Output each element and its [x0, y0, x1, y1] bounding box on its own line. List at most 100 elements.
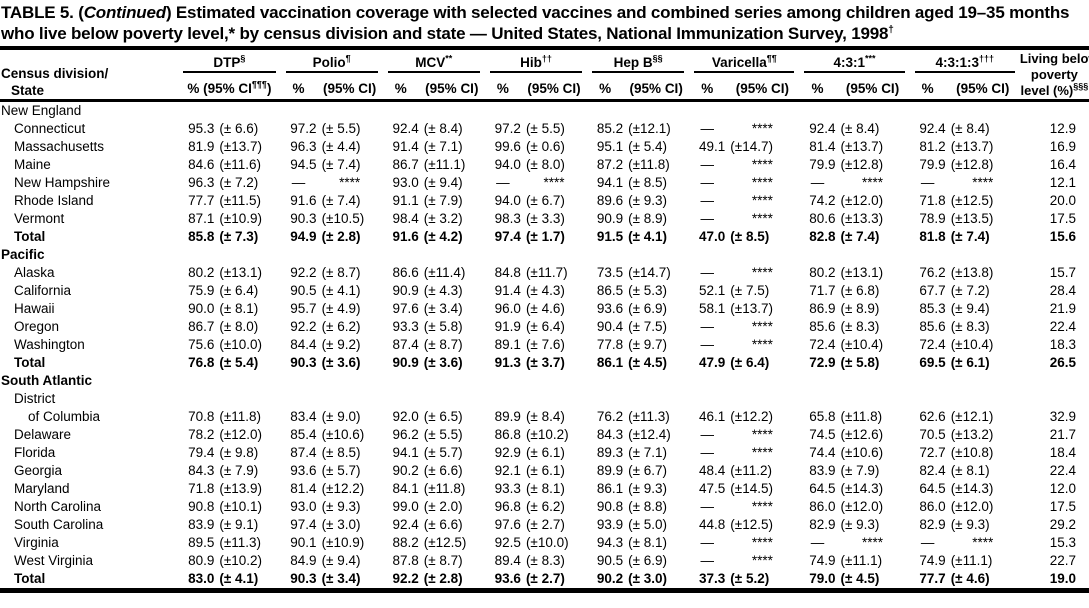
confidence-interval-value: **** — [751, 337, 773, 352]
column-group-dtp: DTP§ — [178, 50, 280, 73]
confidence-interval-value: (± 2.7) — [525, 517, 565, 532]
state-row: North Carolina 90.8 (±10.1) 93.0 (± 9.3) 99.0… — [0, 498, 1089, 516]
confidence-interval-value: (± 4.5) — [835, 570, 910, 593]
confidence-interval-value: **** — [972, 175, 994, 190]
confidence-interval-value: (± 8.1) — [219, 301, 259, 316]
poverty-level-value: 12.9 — [1049, 121, 1076, 136]
state-name: New Hampshire — [14, 175, 111, 190]
confidence-interval-value: (±12.1) — [950, 409, 994, 424]
percent-value: 90.5 — [596, 553, 624, 568]
percent-value: 90.3 — [290, 211, 317, 226]
percent-value: 47.9 — [699, 355, 726, 370]
varicella-footnote-marker: ¶¶ — [766, 53, 777, 64]
state-name: Maryland — [14, 481, 70, 496]
confidence-interval-value: (± 5.7) — [321, 463, 361, 478]
poverty-level-value: 21.7 — [1049, 427, 1076, 442]
confidence-interval-value: (± 8.8) — [628, 499, 668, 514]
confidence-interval-value: (± 7.9) — [219, 463, 259, 478]
vaccination-coverage-table: Census division/ State DTP§ Polio¶ MCV**… — [0, 50, 1089, 593]
census-division-row: South Atlantic — [0, 372, 1089, 390]
confidence-interval-value: (± 3.0) — [321, 517, 361, 532]
confidence-interval-value: (± 4.5) — [628, 355, 668, 370]
column-group-hepb: Hep B§§ — [587, 50, 689, 73]
subheader-mcv-pct: % — [394, 81, 407, 96]
confidence-interval-value: (± 7.4) — [321, 157, 361, 172]
poverty-level-value: 22.4 — [1049, 319, 1076, 334]
state-name: Total — [14, 355, 46, 370]
census-division-label: New England — [0, 99, 1089, 120]
percent-value: 71.8 — [188, 481, 215, 496]
poverty-level-value: 15.7 — [1049, 265, 1076, 280]
percent-value: 93.0 — [392, 175, 419, 190]
confidence-interval-value: (± 7.4) — [840, 229, 880, 244]
percent-value: 65.8 — [809, 409, 836, 424]
confidence-interval-value: (± 3.0) — [623, 570, 690, 593]
confidence-interval-value: (± 8.5) — [730, 229, 770, 244]
confidence-interval-value: (± 4.1) — [214, 570, 281, 593]
confidence-interval-value: (±10.5) — [321, 211, 365, 226]
hepb-footnote-marker: §§ — [652, 53, 663, 64]
percent-value: 97.6 — [494, 517, 521, 532]
census-division-header-line1: Census division/ — [1, 66, 109, 81]
confidence-interval-value: (±11.8) — [628, 157, 670, 172]
confidence-interval-value: (± 7.2) — [219, 175, 259, 190]
percent-value: 93.9 — [596, 517, 624, 532]
percent-value: 95.3 — [188, 121, 215, 136]
percent-value: — — [700, 265, 715, 280]
percent-value: 86.1 — [596, 355, 624, 370]
percent-value: 94.0 — [494, 157, 521, 172]
state-name: Florida — [14, 445, 56, 460]
confidence-interval-value: (± 3.6) — [321, 355, 361, 370]
state-name: Hawaii — [14, 301, 55, 316]
poverty-header-line1: Living below — [1019, 51, 1089, 66]
confidence-interval-value: **** — [972, 535, 994, 550]
percent-value: 90.2 — [392, 463, 419, 478]
state-name: Virginia — [14, 535, 59, 550]
percent-value: 75.6 — [188, 337, 215, 352]
confidence-interval-value: (± 3.6) — [423, 355, 463, 370]
state-name: North Carolina — [14, 499, 102, 514]
percent-value: 89.9 — [596, 463, 624, 478]
hib-footnote-marker: †† — [541, 53, 552, 64]
poverty-level-value: 19.0 — [1019, 570, 1089, 593]
state-name: Washington — [14, 337, 85, 352]
percent-value: 93.6 — [290, 463, 317, 478]
confidence-interval-value: **** — [751, 553, 773, 568]
column-group-varicella: Varicella¶¶ — [689, 50, 799, 73]
percent-value: 84.1 — [392, 481, 419, 496]
percent-value: 71.8 — [919, 193, 946, 208]
percent-value: 81.4 — [290, 481, 317, 496]
percent-value: 37.3 — [689, 570, 726, 593]
poverty-header-line3: level (%)§§§ — [1020, 82, 1089, 99]
state-name: Delaware — [14, 427, 72, 442]
confidence-interval-value: (±12.5) — [950, 193, 994, 208]
percent-value: 77.7 — [188, 193, 215, 208]
confidence-interval-value: (± 9.1) — [219, 517, 259, 532]
polio-label: Polio — [312, 55, 346, 70]
confidence-interval-value: (±11.8) — [840, 409, 883, 424]
percent-value: 93.3 — [392, 319, 419, 334]
percent-value: 85.4 — [290, 427, 317, 442]
percent-value: 58.1 — [699, 301, 726, 316]
confidence-interval-value: (± 9.3) — [321, 499, 361, 514]
column-group-mcv: MCV** — [383, 50, 485, 73]
percent-value: 91.4 — [494, 283, 521, 298]
confidence-interval-value: (±13.5) — [950, 211, 994, 226]
percent-value: 86.8 — [494, 427, 521, 442]
table-title: TABLE 5. (Continued) Estimated vaccinati… — [0, 0, 1089, 46]
dtp-footnote-marker: § — [240, 53, 246, 64]
confidence-interval-value: (±10.6) — [321, 427, 365, 442]
percent-value: 93.6 — [484, 570, 521, 593]
confidence-interval-value: (± 6.4) — [730, 355, 770, 370]
percent-value: 92.4 — [392, 517, 419, 532]
subheader-hib-ci: (95% CI) — [527, 81, 581, 96]
confidence-interval-value: (± 5.5) — [423, 427, 463, 442]
percent-value: 89.9 — [494, 409, 521, 424]
percent-value: 86.9 — [809, 301, 836, 316]
state-row: Massachusetts 81.9 (±13.7) 96.3 (± 4.4) 91.4 (… — [0, 138, 1089, 156]
percent-value: 81.9 — [188, 139, 215, 154]
percent-value: — — [700, 319, 715, 334]
confidence-interval-value: (± 5.4) — [219, 355, 259, 370]
state-name: South Carolina — [14, 517, 104, 532]
confidence-interval-value: (±12.5) — [730, 517, 773, 532]
